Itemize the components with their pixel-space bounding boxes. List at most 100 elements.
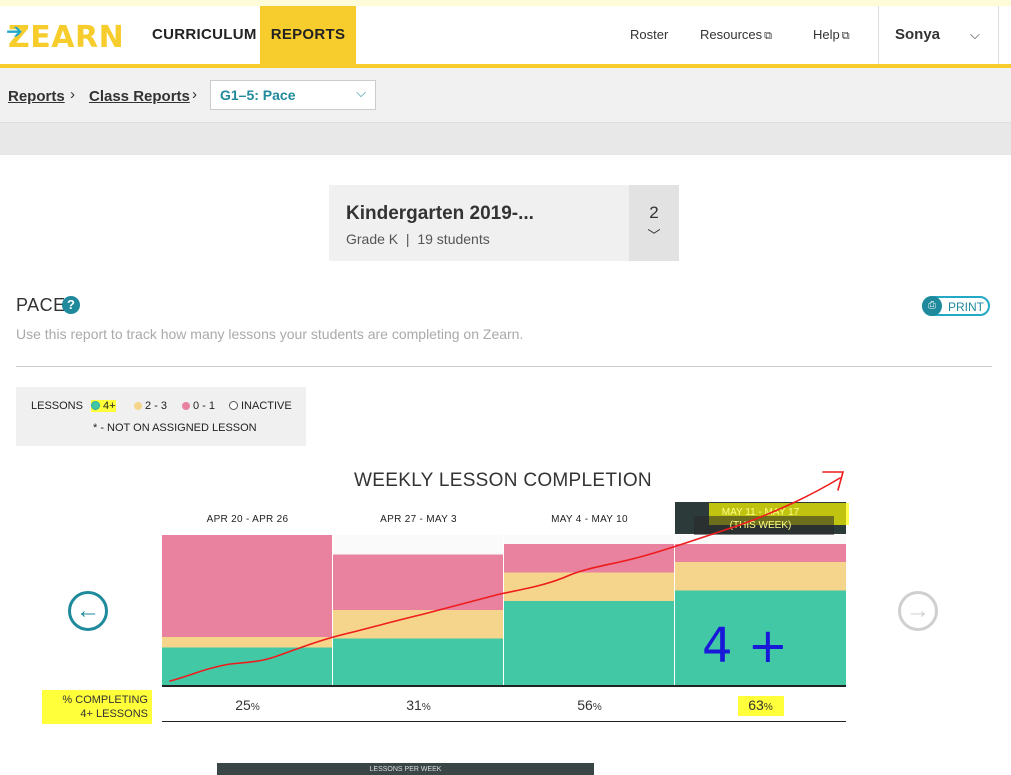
breadcrumb: Reports › Class Reports › G1–5: Pace ⌵ <box>0 68 1011 123</box>
percent-number: 56 <box>577 697 593 713</box>
nav-curriculum[interactable]: CURRICULUM <box>152 26 257 43</box>
this-week-text: MAY 11 - MAY 17 (THIS WEEK) <box>675 506 846 532</box>
nav-divider <box>878 6 879 64</box>
week-label: MAY 4 - MAY 10 <box>551 514 628 525</box>
chevron-right-icon: › <box>70 86 75 103</box>
report-select[interactable]: G1–5: Pace ⌵ <box>210 80 376 110</box>
bar-segment-4-week-2[interactable] <box>333 535 503 555</box>
help-icon[interactable]: ? <box>62 296 80 314</box>
nav-resources[interactable]: Resources ⧉ <box>700 6 772 64</box>
nav-reports[interactable]: REPORTS <box>260 6 356 64</box>
next-week-button[interactable]: → <box>898 591 938 631</box>
bar-segment-1-week-3[interactable] <box>504 601 674 685</box>
this-week-label: MAY 11 - MAY 17 (THIS WEEK) <box>675 502 846 534</box>
percent-unit: % <box>592 702 602 713</box>
logo-arrow-icon: ➔ <box>6 19 24 43</box>
top-navbar: ➔ ZEARN CURRICULUM REPORTS Roster Resour… <box>0 6 1011 68</box>
bar-segment-1-week-2[interactable] <box>333 638 503 686</box>
bar-segment-2-week-3[interactable] <box>504 572 674 602</box>
bar-segment-3-week-1[interactable] <box>162 535 332 637</box>
class-count: 2 <box>649 203 659 222</box>
percent-row-divider <box>162 721 846 722</box>
bar-segment-1-week-1[interactable] <box>162 647 332 686</box>
page-description: Use this report to track how many lesson… <box>16 326 524 342</box>
percent-number: 63 <box>748 697 764 713</box>
legend-item-label: 4+ <box>103 400 116 412</box>
legend-dot <box>134 402 142 410</box>
bar-segment-4-week-4[interactable] <box>675 535 846 544</box>
nav-help-label: Help <box>813 27 840 42</box>
bar-segment-3-week-2[interactable] <box>333 554 503 611</box>
bar-segment-1-week-4[interactable] <box>675 590 846 686</box>
print-label: PRINT <box>948 300 984 314</box>
nav-roster[interactable]: Roster <box>630 27 669 42</box>
zearn-logo[interactable]: ➔ ZEARN <box>6 19 125 55</box>
weekly-completion-chart <box>162 535 846 685</box>
percent-value: 31% <box>333 697 504 713</box>
this-week-caption: (THIS WEEK) <box>729 520 792 531</box>
percent-number: 31 <box>406 697 422 713</box>
previous-week-button[interactable]: ← <box>68 591 108 631</box>
bar-segment-2-week-1[interactable] <box>162 637 332 648</box>
panel-title: LESSONS PER WEEK <box>369 766 442 773</box>
page-title: PACE <box>16 295 66 315</box>
legend-item-label: 2 - 3 <box>145 400 168 412</box>
percent-label-line: 4+ LESSONS <box>80 708 148 720</box>
percent-unit: % <box>763 702 773 713</box>
chevron-down-icon[interactable]: ⌵ <box>970 27 980 42</box>
breadcrumb-reports[interactable]: Reports <box>8 88 65 105</box>
chevron-right-icon: › <box>192 86 197 103</box>
legend-note: * - NOT ON ASSIGNED LESSON <box>93 422 257 434</box>
nav-divider <box>998 6 999 64</box>
legend-dot <box>182 402 190 410</box>
percent-value: 56% <box>504 697 675 713</box>
nav-help[interactable]: Help ⧉ <box>813 6 850 64</box>
user-menu[interactable]: Sonya <box>895 26 941 43</box>
percent-completing-label: % COMPLETING 4+ LESSONS <box>42 690 152 724</box>
chevron-down-icon: ﹀ <box>647 228 661 243</box>
percent-unit: % <box>250 702 260 713</box>
top-strip <box>0 0 1011 6</box>
report-select-value: G1–5: Pace <box>220 87 296 103</box>
legend-item-4plus: 4+ <box>91 400 116 412</box>
chart-axis <box>162 685 846 687</box>
logo-text: ZEARN <box>8 20 125 55</box>
class-switch-button[interactable]: 2 ﹀ <box>629 185 679 261</box>
chevron-down-icon: ⌵ <box>356 85 366 100</box>
legend-item-2-3: 2 - 3 <box>134 400 167 412</box>
legend-item-0-1: 0 - 1 <box>182 400 215 412</box>
external-link-icon: ⧉ <box>764 30 772 42</box>
sub-bar <box>0 123 1011 155</box>
class-card[interactable]: Kindergarten 2019-... Grade K | 19 stude… <box>329 185 629 261</box>
bar-segment-2-week-2[interactable] <box>333 610 503 639</box>
legend-item-inactive: INACTIVE <box>229 400 292 412</box>
legend-item-label: INACTIVE <box>241 400 292 412</box>
legend: LESSONS 4+ 2 - 3 0 - 1 INACTIVE * - NOT … <box>16 387 306 446</box>
printer-icon: ⎙ <box>922 296 942 316</box>
percent-label-line: % COMPLETING <box>62 694 148 706</box>
legend-item-label: 0 - 1 <box>193 400 216 412</box>
bar-segment-2-week-4[interactable] <box>675 562 846 591</box>
bar-segment-4-week-3[interactable] <box>504 535 674 544</box>
percent-unit: % <box>421 702 431 713</box>
print-button[interactable]: ⎙ PRINT <box>922 296 990 316</box>
breadcrumb-class-reports[interactable]: Class Reports <box>89 88 190 105</box>
class-name: Kindergarten 2019-... <box>346 203 534 224</box>
chart-title: WEEKLY LESSON COMPLETION <box>354 470 652 491</box>
bar-segment-3-week-3[interactable] <box>504 544 674 573</box>
week-label: APR 20 - APR 26 <box>206 514 289 525</box>
bar-segment-3-week-4[interactable] <box>675 544 846 562</box>
lessons-per-week-panel: LESSONS PER WEEK <box>217 763 594 775</box>
divider <box>16 366 992 367</box>
class-students: 19 students <box>417 231 490 247</box>
percent-number: 25 <box>235 697 251 713</box>
class-details: Grade K | 19 students <box>346 231 490 247</box>
percent-value: 25% <box>162 697 333 713</box>
legend-dot <box>91 401 100 410</box>
week-label: MAY 11 - MAY 17 <box>721 507 800 518</box>
highlight-mark <box>738 696 784 716</box>
class-separator: | <box>402 231 414 247</box>
nav-resources-label: Resources <box>700 27 763 42</box>
week-label: APR 27 - MAY 3 <box>380 514 457 525</box>
legend-dot <box>229 401 238 410</box>
